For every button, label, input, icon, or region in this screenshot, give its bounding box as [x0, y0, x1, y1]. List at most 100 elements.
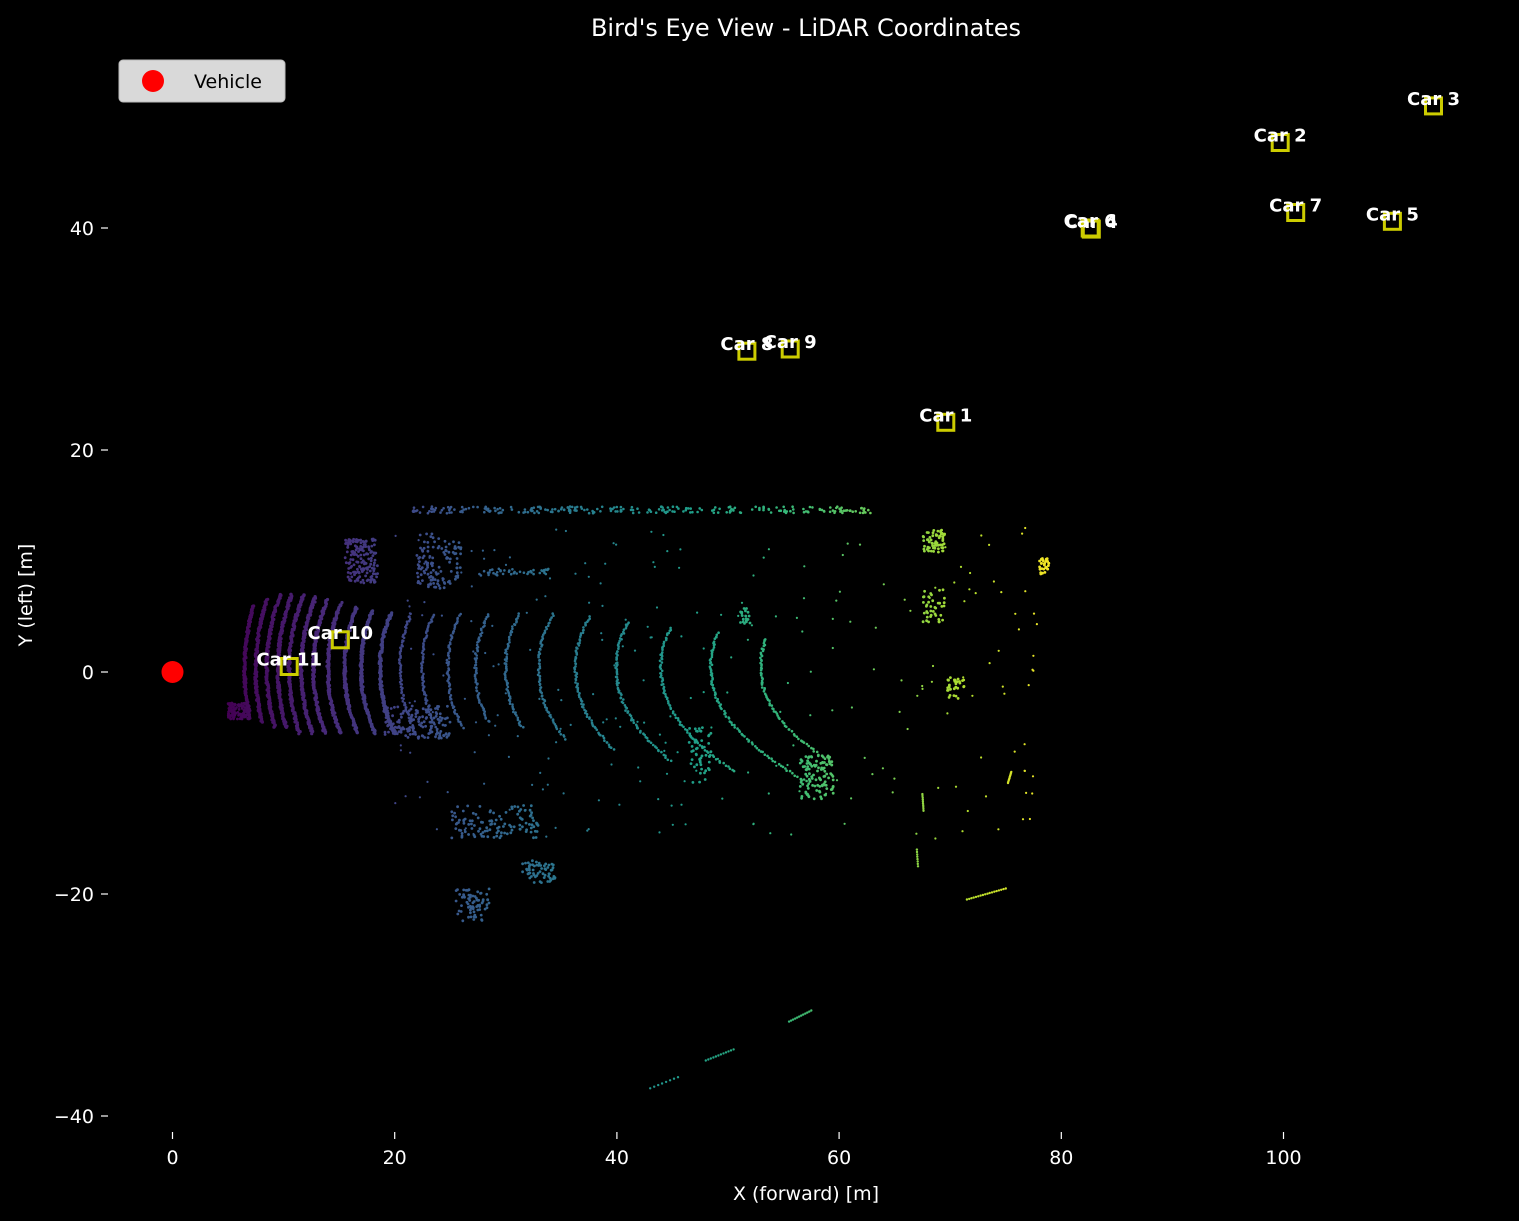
lidar-point [690, 745, 694, 748]
lidar-point [509, 831, 513, 835]
lidar-point [496, 507, 499, 511]
lidar-point [421, 655, 425, 658]
lidar-point [629, 508, 633, 512]
lidar-point [467, 823, 471, 826]
lidar-point [574, 662, 577, 665]
lidar-point [921, 800, 925, 803]
lidar-point [505, 688, 509, 691]
lidar-point [371, 572, 375, 576]
lidar-point [922, 807, 925, 811]
lidar-point [729, 1049, 733, 1052]
lidar-point [353, 544, 357, 548]
lidar-point [383, 730, 387, 734]
lidar-point [743, 622, 746, 625]
lidar-point [535, 830, 539, 833]
lidar-point [806, 759, 809, 763]
lidar-point [361, 578, 365, 582]
lidar-point [954, 685, 958, 689]
lidar-point [711, 684, 714, 687]
lidar-point [517, 612, 520, 615]
lidar-point [927, 620, 930, 624]
lidar-point [467, 905, 470, 909]
lidar-point [543, 629, 547, 633]
lidar-point [711, 509, 714, 512]
lidar-point [237, 708, 241, 711]
lidar-point [767, 508, 771, 511]
lidar-point [242, 711, 246, 714]
lidar-point [666, 700, 670, 703]
lidar-point [389, 707, 393, 710]
lidar-point [929, 549, 933, 553]
lidar-point [619, 692, 622, 695]
car-bounding-box [1424, 96, 1443, 116]
lidar-point [386, 706, 389, 710]
lidar-point [922, 805, 925, 809]
lidar-point [498, 507, 502, 510]
lidar-point [398, 661, 401, 665]
lidar-point [661, 677, 664, 680]
lidar-point [423, 601, 426, 604]
lidar-point [586, 508, 589, 511]
lidar-point [508, 641, 511, 644]
lidar-point [255, 693, 260, 697]
lidar-point [771, 759, 774, 763]
lidar-point [795, 735, 799, 738]
lidar-point [1038, 567, 1042, 571]
lidar-point [418, 511, 422, 514]
lidar-point [492, 836, 496, 839]
lidar-point [555, 741, 558, 744]
lidar-point [573, 670, 576, 674]
car-marker: Car 8 [720, 334, 773, 361]
lidar-point [494, 509, 497, 513]
lidar-point [549, 618, 552, 621]
lidar-point [459, 547, 463, 551]
lidar-point [421, 689, 425, 692]
lidar-point [687, 507, 690, 510]
lidar-point [439, 570, 443, 573]
lidar-point [463, 697, 466, 700]
lidar-point [393, 732, 397, 735]
lidar-point [583, 708, 586, 712]
lidar-point [459, 552, 462, 556]
lidar-point [596, 507, 599, 511]
lidar-point [543, 571, 546, 575]
lidar-point [809, 670, 812, 673]
lidar-point [425, 532, 428, 536]
lidar-point [586, 829, 589, 832]
lidar-point [426, 563, 429, 567]
lidar-point [628, 713, 632, 716]
lidar-point [434, 571, 438, 574]
lidar-point [664, 511, 668, 515]
lidar-point [1024, 590, 1027, 593]
lidar-point [708, 755, 711, 758]
lidar-point [775, 764, 778, 767]
lidar-point [475, 689, 478, 692]
lidar-point [612, 542, 615, 545]
lidar-point [657, 1083, 660, 1087]
lidar-point [373, 538, 377, 542]
lidar-point [798, 790, 801, 793]
lidar-point [937, 618, 941, 621]
lidar-point [764, 638, 767, 641]
lidar-point [637, 511, 641, 514]
lidar-point [792, 508, 795, 511]
lidar-point [947, 685, 951, 689]
lidar-point [477, 636, 481, 639]
lidar-point [483, 510, 486, 514]
lidar-point [1002, 887, 1005, 891]
lidar-point [707, 1058, 710, 1061]
lidar-point [245, 701, 249, 705]
lidar-point [399, 712, 403, 716]
lidar-point [802, 1013, 805, 1016]
lidar-point [824, 792, 828, 795]
lidar-point [479, 913, 483, 917]
lidar-point [539, 771, 542, 775]
lidar-point [829, 788, 833, 791]
lidar-point [740, 601, 744, 604]
lidar-point [551, 612, 554, 615]
lidar-point [538, 688, 542, 692]
lidar-point [538, 677, 542, 681]
lidar-point [831, 709, 834, 712]
lidar-point [491, 568, 494, 571]
lidar-point [423, 736, 426, 739]
